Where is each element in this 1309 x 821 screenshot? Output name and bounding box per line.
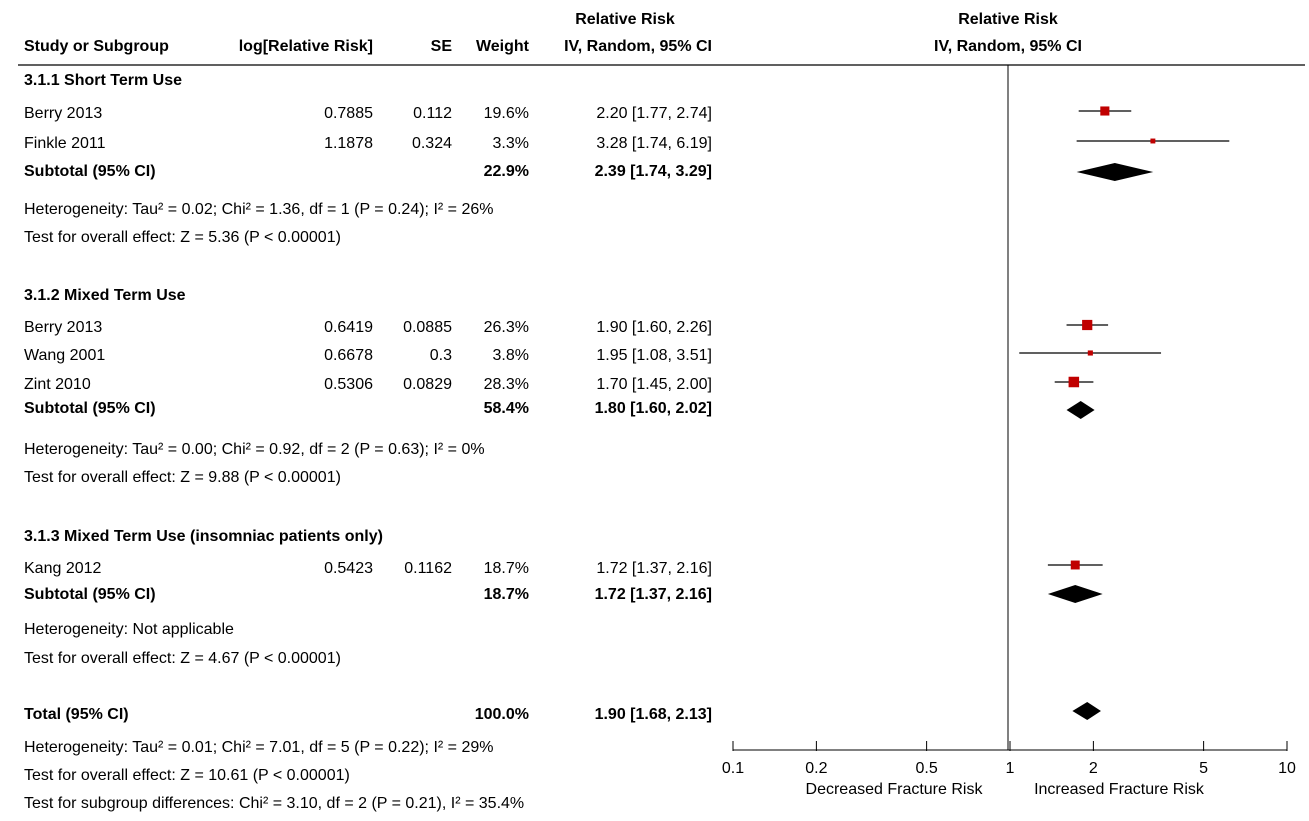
subtotal-ci: 1.80 [1.60, 2.02] (595, 400, 712, 417)
header-plot-title: Relative Risk (958, 11, 1058, 28)
se-value: 0.3 (430, 347, 452, 364)
subtotal-weight: 58.4% (484, 400, 529, 417)
ci-value: 1.90 [1.60, 2.26] (596, 319, 712, 336)
x-tick-label: 5 (1199, 760, 1208, 777)
ci-value: 1.70 [1.45, 2.00] (596, 376, 712, 393)
effect-marker (1068, 376, 1080, 388)
se-value: 0.1162 (404, 560, 452, 577)
heterogeneity-text: Heterogeneity: Tau² = 0.02; Chi² = 1.36,… (24, 201, 493, 218)
subgroup-differences-text: Test for subgroup differences: Chi² = 3.… (24, 795, 524, 812)
header-log-rr: log[Relative Risk] (239, 38, 373, 55)
ci-value: 2.20 [1.77, 2.74] (596, 105, 712, 122)
subtotal-label: Subtotal (95% CI) (24, 586, 156, 603)
table-row: Berry 2013 0.7885 0.112 19.6% 2.20 [1.77… (24, 105, 712, 122)
study-name: Kang 2012 (24, 560, 102, 577)
weight-value: 3.3% (493, 135, 529, 152)
favours-left-label: Decreased Fracture Risk (806, 781, 984, 798)
subtotal-label: Subtotal (95% CI) (24, 400, 156, 417)
heterogeneity-text: Heterogeneity: Not applicable (24, 621, 234, 638)
total-row: Total (95% CI) 100.0% 1.90 [1.68, 2.13] (24, 706, 712, 723)
effect-marker (1070, 560, 1080, 570)
table-row: Wang 2001 0.6678 0.3 3.8% 1.95 [1.08, 3.… (24, 347, 712, 364)
study-name: Zint 2010 (24, 376, 91, 393)
effect-marker (1150, 138, 1156, 144)
effect-marker (1100, 106, 1110, 116)
table-row: Finkle 2011 1.1878 0.324 3.3% 3.28 [1.74… (24, 135, 712, 152)
subtotal-row: Subtotal (95% CI) 22.9% 2.39 [1.74, 3.29… (24, 163, 712, 180)
header-weight: Weight (476, 38, 530, 55)
overall-effect-text: Test for overall effect: Z = 5.36 (P < 0… (24, 229, 341, 246)
group-title: 3.1.2 Mixed Term Use (24, 287, 186, 304)
log-rr-value: 0.6678 (324, 347, 373, 364)
study-name: Finkle 2011 (24, 135, 106, 152)
x-tick-label: 0.2 (805, 760, 827, 777)
group-title: 3.1.3 Mixed Term Use (insomniac patients… (24, 528, 383, 545)
log-rr-value: 0.5306 (324, 376, 373, 393)
x-tick-label: 0.5 (915, 760, 937, 777)
x-axis-ticks: 0.1 0.2 0.5 1 2 5 10 (722, 741, 1296, 777)
group-title: 3.1.1 Short Term Use (24, 72, 182, 89)
favours-right-label: Increased Fracture Risk (1034, 781, 1205, 798)
x-tick-label: 1 (1006, 760, 1015, 777)
weight-value: 28.3% (484, 376, 529, 393)
log-rr-value: 0.5423 (324, 560, 373, 577)
header-study: Study or Subgroup (24, 38, 169, 55)
se-value: 0.0829 (403, 376, 452, 393)
subtotal-ci: 2.39 [1.74, 3.29] (595, 163, 712, 180)
effect-marker (1082, 319, 1093, 331)
subtotal-diamond (1066, 401, 1095, 419)
log-rr-value: 0.6419 (324, 319, 373, 336)
total-weight: 100.0% (475, 706, 529, 723)
se-value: 0.324 (412, 135, 452, 152)
subtotal-label: Subtotal (95% CI) (24, 163, 156, 180)
se-value: 0.0885 (403, 319, 452, 336)
total-ci: 1.90 [1.68, 2.13] (595, 706, 712, 723)
weight-value: 3.8% (493, 347, 529, 364)
effect-marker (1087, 350, 1093, 356)
subtotal-row: Subtotal (95% CI) 58.4% 1.80 [1.60, 2.02… (24, 400, 712, 417)
ci-value: 3.28 [1.74, 6.19] (596, 135, 712, 152)
subtotal-weight: 22.9% (484, 163, 529, 180)
weight-value: 18.7% (484, 560, 529, 577)
weight-value: 19.6% (484, 105, 529, 122)
log-rr-value: 0.7885 (324, 105, 373, 122)
table-row: Zint 2010 0.5306 0.0829 28.3% 1.70 [1.45… (24, 376, 712, 393)
weight-value: 26.3% (484, 319, 529, 336)
overall-effect-text: Test for overall effect: Z = 9.88 (P < 0… (24, 469, 341, 486)
total-diamond (1072, 702, 1101, 720)
x-tick-label: 0.1 (722, 760, 744, 777)
header-rr-method: IV, Random, 95% CI (564, 38, 712, 55)
study-name: Berry 2013 (24, 105, 102, 122)
table-row: Kang 2012 0.5423 0.1162 18.7% 1.72 [1.37… (24, 560, 712, 577)
subtotal-diamond (1076, 163, 1154, 181)
heterogeneity-text: Heterogeneity: Tau² = 0.00; Chi² = 0.92,… (24, 441, 485, 458)
log-rr-value: 1.1878 (324, 135, 373, 152)
ci-value: 1.72 [1.37, 2.16] (596, 560, 712, 577)
header-se: SE (431, 38, 453, 55)
header-plot-method: IV, Random, 95% CI (934, 38, 1082, 55)
total-label: Total (95% CI) (24, 706, 129, 723)
se-value: 0.112 (413, 105, 452, 122)
plot-marks (1019, 106, 1230, 720)
overall-effect-text: Test for overall effect: Z = 4.67 (P < 0… (24, 650, 341, 667)
subtotal-weight: 18.7% (484, 586, 529, 603)
subtotal-row: Subtotal (95% CI) 18.7% 1.72 [1.37, 2.16… (24, 586, 712, 603)
x-tick-label: 2 (1089, 760, 1098, 777)
header-rr-title: Relative Risk (575, 11, 675, 28)
subtotal-diamond (1047, 585, 1103, 603)
subtotal-ci: 1.72 [1.37, 2.16] (595, 586, 712, 603)
study-name: Wang 2001 (24, 347, 105, 364)
x-tick-label: 10 (1278, 760, 1296, 777)
ci-value: 1.95 [1.08, 3.51] (596, 347, 712, 364)
total-heterogeneity-text: Heterogeneity: Tau² = 0.01; Chi² = 7.01,… (24, 739, 493, 756)
study-name: Berry 2013 (24, 319, 102, 336)
table-row: Berry 2013 0.6419 0.0885 26.3% 1.90 [1.6… (24, 319, 712, 336)
total-overall-effect-text: Test for overall effect: Z = 10.61 (P < … (24, 767, 350, 784)
